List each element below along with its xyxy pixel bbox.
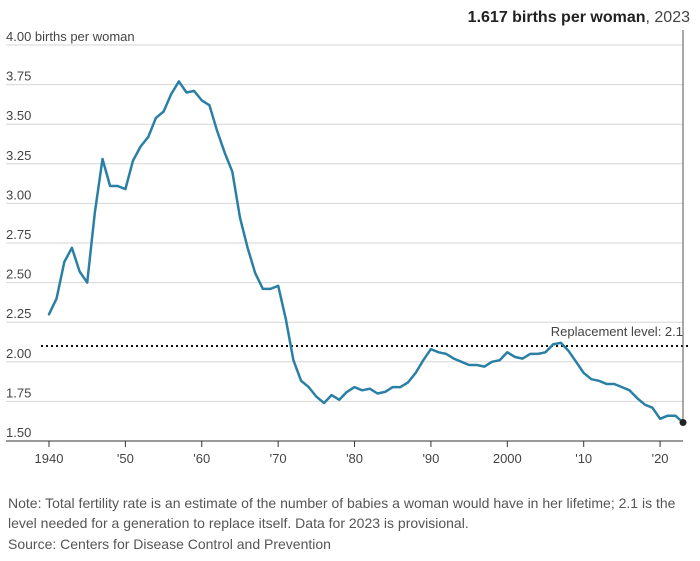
replacement-level-label: Replacement level: 2.1 [551, 324, 683, 339]
callout-year: , 2023 [646, 9, 691, 26]
series-line-fertility-rate [47, 80, 685, 424]
y-tick-label: 1.50 [6, 425, 31, 440]
callout-group: 1.617 births per woman, 2023 [468, 9, 690, 426]
y-tick-label: 2.25 [6, 306, 31, 321]
gridlines [6, 44, 683, 402]
y-tick-label: 2.75 [6, 227, 31, 242]
x-tick-label: '80 [346, 451, 363, 466]
end-point-marker [679, 418, 687, 426]
y-tick-label: 2.50 [6, 267, 31, 282]
x-tick-label: '90 [422, 451, 439, 466]
callout-label: 1.617 births per woman, 2023 [468, 9, 690, 26]
y-tick-label: 3.00 [6, 187, 31, 202]
series-group [47, 80, 685, 424]
replacement-level-line-group: Replacement level: 2.1 [41, 324, 690, 347]
x-tick-label: '50 [117, 451, 134, 466]
chart-source: Source: Centers for Disease Control and … [8, 536, 331, 552]
y-tick-label: 3.75 [6, 69, 31, 84]
y-tick-label: 2.00 [6, 346, 31, 361]
y-tick-label: 3.50 [6, 108, 31, 123]
x-tick-label: 1940 [35, 451, 64, 466]
y-tick-label: 1.75 [6, 385, 31, 400]
callout-value: 1.617 births per woman [468, 9, 646, 26]
y-tick-label: 3.25 [6, 148, 31, 163]
x-tick-label: '60 [193, 451, 210, 466]
chart-note: Note: Total fertility rate is an estimat… [8, 495, 676, 531]
x-tick-label: '70 [270, 451, 287, 466]
x-tick-label: '20 [652, 451, 669, 466]
y-axis-unit-label: 4.00 births per woman [6, 29, 135, 44]
x-tick-label: 2000 [493, 451, 522, 466]
x-tick-label: '10 [575, 451, 592, 466]
x-axis: 1940 '50 '60 '70 '80 '90 2000 '10 '20 [6, 440, 683, 466]
y-axis-tick-labels: 4.00 births per woman 3.75 3.50 3.25 3.00 2.7… [6, 29, 135, 440]
